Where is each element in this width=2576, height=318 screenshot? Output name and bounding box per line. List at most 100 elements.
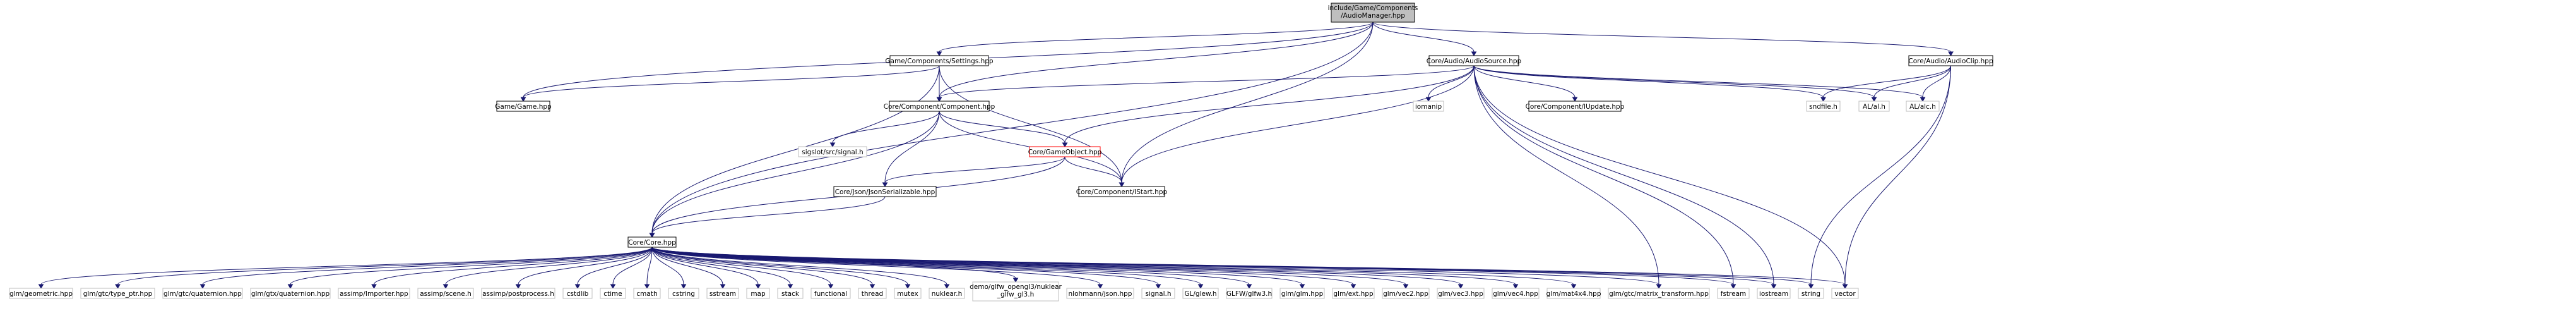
node-sigslot: sigslot/src/signal.h [798,146,867,157]
node-box [250,288,331,299]
node-box [1141,288,1175,299]
node-game-object[interactable]: Core/GameObject.hpp [1028,146,1102,157]
edge-core-to-glfw3 [651,247,1252,289]
node-label: cstring [672,290,695,298]
node-box [706,288,739,299]
node-box [80,288,155,299]
node-label: Core/Component/Component.hpp [884,103,995,111]
node-signal-h: signal.h [1141,288,1175,299]
edge-audio-clip-to-al-al [1871,65,1951,102]
node-vector: vector [1831,288,1859,299]
node-audio-manager[interactable]: include/Game/Components/AudioManager.hpp [1328,3,1418,23]
node-glm-matrix-transform: glm/gtc/matrix_transform.hpp [1608,288,1710,299]
node-label: Game/Components/Settings.hpp [885,58,993,65]
edge-core-to-glm-type-ptr [115,247,653,289]
node-sstream: sstream [706,288,739,299]
node-box [1546,288,1601,299]
node-box [746,288,770,299]
node-mutex: mutex [894,288,922,299]
edge-settings-to-core [649,65,940,238]
node-glm-gtc-quaternion: glm/gtc/quaternion.hpp [162,288,243,299]
edge-core-to-glm-gtc-quaternion [199,247,653,289]
edge-audio-source-to-iupdate [1473,65,1578,102]
node-box [1066,288,1134,299]
node-label: mutex [897,290,918,298]
node-game[interactable]: Game/Game.hpp [495,101,552,112]
edge-audio-source-to-istart [1119,65,1475,187]
edge-core-to-map [651,247,761,289]
node-iostream: iostream [1757,288,1791,299]
node-assimp-postprocess: assimp/postprocess.h [481,288,555,299]
edge-core-to-vector [651,247,1848,289]
node-al-alc: AL/alc.h [1906,101,1940,112]
node-glm-gtx-quaternion: glm/gtx/quaternion.hpp [250,288,331,299]
node-label: assimp/postprocess.h [482,290,554,298]
node-box [600,288,626,299]
edge-core-to-cstring [651,247,687,289]
node-label: AL/alc.h [1909,103,1936,111]
node-audio-clip[interactable]: Core/Audio/AudioClip.hpp [1908,55,1993,66]
node-fstream: fstream [1717,288,1750,299]
node-label: Core/Core.hpp [628,239,676,247]
node-box [1806,101,1841,112]
node-cstring: cstring [668,288,699,299]
node-iupdate[interactable]: Core/Component/IUpdate.hpp [1526,101,1625,112]
node-gl-glew: GL/glew.h [1182,288,1219,299]
node-label: vector [1834,290,1856,298]
node-box [1798,288,1824,299]
node-box [1906,101,1940,112]
node-settings[interactable]: Game/Components/Settings.hpp [885,55,994,66]
node-istart[interactable]: Core/Component/IStart.hpp [1076,186,1168,197]
node-box [1858,101,1890,112]
edge-audio-source-to-iostream [1473,65,1777,289]
edge-component-to-core [649,111,940,238]
node-label: cstdlib [567,290,589,298]
node-box [633,288,661,299]
node-label: thread [862,290,883,298]
node-label: sigslot/src/signal.h [802,149,863,156]
node-label: Core/Audio/AudioSource.hpp [1427,58,1522,65]
node-assimp-scene: assimp/scene.h [417,288,474,299]
edge-core-to-mutex [651,247,911,289]
node-box [833,186,937,197]
node-box [810,288,851,299]
edge-core-to-thread [651,247,875,289]
node-box [777,288,804,299]
edge-audio-source-to-vector [1473,65,1848,289]
node-label: sndfile.h [1809,103,1837,111]
node-glm-type-ptr: glm/gtc/type_ptr.hpp [80,288,155,299]
node-box [162,288,243,299]
node-label: include/Game/Components [1328,4,1418,12]
edge-audio-clip-to-al-alc [1920,65,1951,102]
node-assimp-importer: assimp/Importer.hpp [338,288,410,299]
node-core[interactable]: Core/Core.hpp [627,236,677,248]
node-label: GL/glew.h [1184,290,1216,298]
node-cstdlib: cstdlib [562,288,593,299]
node-label: glm/gtc/quaternion.hpp [163,290,242,298]
node-label: glm/glm.hpp [1281,290,1324,298]
node-box [1029,146,1101,157]
node-functional: functional [810,288,851,299]
edge-core-to-assimp-scene [442,247,653,289]
node-ctime: ctime [600,288,626,299]
node-json-serializable[interactable]: Core/Json/JsonSerializable.hpp [833,186,937,197]
node-label: stack [781,290,800,298]
node-box [1428,55,1519,66]
node-label: glm/gtc/matrix_transform.hpp [1609,290,1709,298]
edge-game-object-to-istart [1064,156,1125,187]
node-box [1413,101,1444,112]
node-nlohmann-json: nlohmann/json.hpp [1066,288,1134,299]
node-box [496,101,550,112]
node-box [1331,3,1415,23]
node-box [1608,288,1710,299]
node-glm-vec4: glm/vec4.hpp [1492,288,1540,299]
node-audio-source[interactable]: Core/Audio/AudioSource.hpp [1427,55,1522,66]
node-box [1332,288,1375,299]
node-label: assimp/scene.h [420,290,472,298]
node-label: string [1801,290,1820,298]
node-box [627,236,677,248]
edge-core-to-glm-mat4x4 [651,247,1577,289]
node-box [1528,101,1622,112]
node-component[interactable]: Core/Component/Component.hpp [884,101,995,112]
edge-audio-clip-to-vector [1842,65,1951,289]
